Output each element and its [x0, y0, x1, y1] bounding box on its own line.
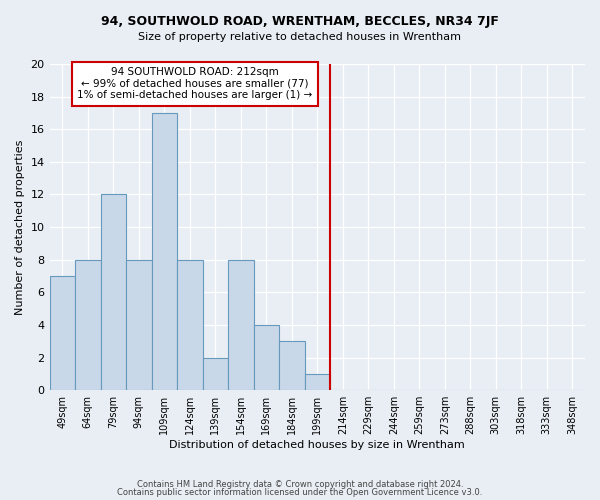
Bar	[101, 194, 126, 390]
Bar	[305, 374, 330, 390]
Text: 94 SOUTHWOLD ROAD: 212sqm
← 99% of detached houses are smaller (77)
1% of semi-d: 94 SOUTHWOLD ROAD: 212sqm ← 99% of detac…	[77, 68, 313, 100]
Bar	[75, 260, 101, 390]
Text: 94, SOUTHWOLD ROAD, WRENTHAM, BECCLES, NR34 7JF: 94, SOUTHWOLD ROAD, WRENTHAM, BECCLES, N…	[101, 15, 499, 28]
Bar	[152, 113, 177, 390]
Text: Contains HM Land Registry data © Crown copyright and database right 2024.: Contains HM Land Registry data © Crown c…	[137, 480, 463, 489]
Text: Size of property relative to detached houses in Wrentham: Size of property relative to detached ho…	[139, 32, 461, 42]
Bar	[228, 260, 254, 390]
Bar	[254, 325, 279, 390]
Y-axis label: Number of detached properties: Number of detached properties	[15, 140, 25, 315]
Bar	[177, 260, 203, 390]
Bar	[50, 276, 75, 390]
Bar	[279, 342, 305, 390]
X-axis label: Distribution of detached houses by size in Wrentham: Distribution of detached houses by size …	[169, 440, 465, 450]
Text: Contains public sector information licensed under the Open Government Licence v3: Contains public sector information licen…	[118, 488, 482, 497]
Bar	[126, 260, 152, 390]
Bar	[203, 358, 228, 390]
